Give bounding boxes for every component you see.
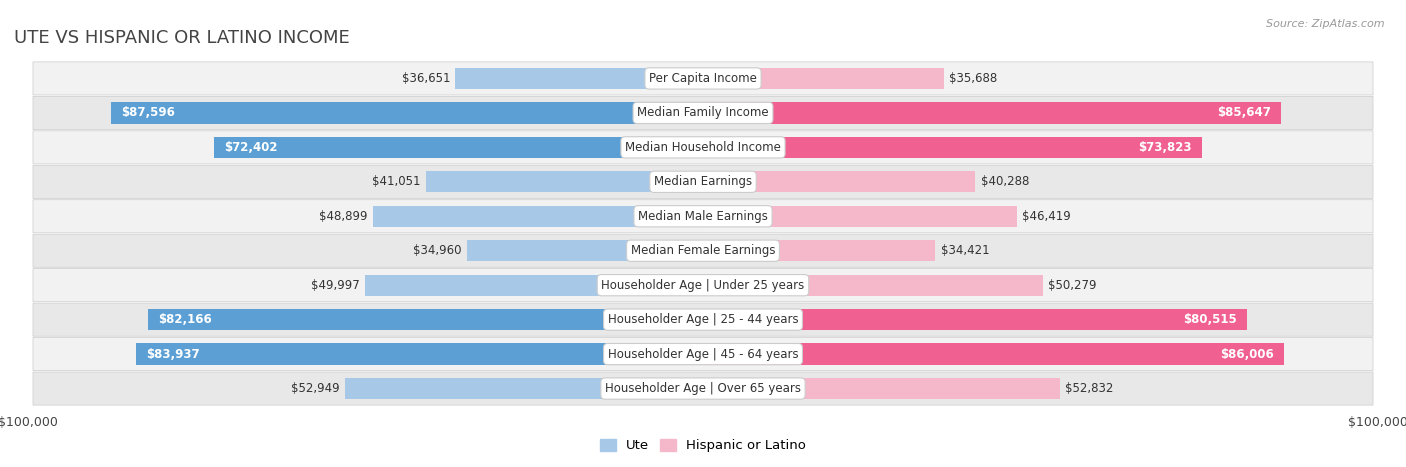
- Bar: [148, 309, 703, 330]
- FancyBboxPatch shape: [32, 234, 1374, 267]
- Bar: [703, 378, 1060, 399]
- Text: Median Female Earnings: Median Female Earnings: [631, 244, 775, 257]
- FancyBboxPatch shape: [32, 269, 1374, 302]
- Bar: [703, 68, 943, 89]
- Text: Householder Age | 25 - 44 years: Householder Age | 25 - 44 years: [607, 313, 799, 326]
- Text: Per Capita Income: Per Capita Income: [650, 72, 756, 85]
- Bar: [467, 240, 703, 262]
- Text: $85,647: $85,647: [1218, 106, 1271, 120]
- Text: $50,279: $50,279: [1047, 279, 1097, 292]
- Bar: [703, 343, 1284, 365]
- Text: $73,823: $73,823: [1137, 141, 1191, 154]
- Text: Householder Age | 45 - 64 years: Householder Age | 45 - 64 years: [607, 347, 799, 361]
- Bar: [703, 309, 1247, 330]
- Bar: [703, 102, 1281, 124]
- Bar: [136, 343, 703, 365]
- Text: $72,402: $72,402: [224, 141, 277, 154]
- FancyBboxPatch shape: [32, 165, 1374, 198]
- FancyBboxPatch shape: [32, 303, 1374, 336]
- Bar: [456, 68, 703, 89]
- Text: Median Family Income: Median Family Income: [637, 106, 769, 120]
- Text: $41,051: $41,051: [371, 175, 420, 188]
- Text: $83,937: $83,937: [146, 347, 200, 361]
- Text: $52,949: $52,949: [291, 382, 340, 395]
- Text: Householder Age | Over 65 years: Householder Age | Over 65 years: [605, 382, 801, 395]
- Text: UTE VS HISPANIC OR LATINO INCOME: UTE VS HISPANIC OR LATINO INCOME: [14, 29, 350, 48]
- Text: $80,515: $80,515: [1182, 313, 1237, 326]
- FancyBboxPatch shape: [32, 62, 1374, 95]
- Bar: [214, 137, 703, 158]
- Text: Median Male Earnings: Median Male Earnings: [638, 210, 768, 223]
- Text: $48,899: $48,899: [319, 210, 367, 223]
- Bar: [703, 205, 1017, 227]
- Text: $36,651: $36,651: [402, 72, 450, 85]
- Text: $87,596: $87,596: [121, 106, 176, 120]
- Bar: [703, 171, 976, 192]
- Text: $46,419: $46,419: [1022, 210, 1071, 223]
- FancyBboxPatch shape: [32, 200, 1374, 233]
- Text: $35,688: $35,688: [949, 72, 998, 85]
- Bar: [111, 102, 703, 124]
- FancyBboxPatch shape: [32, 338, 1374, 371]
- Text: $34,960: $34,960: [413, 244, 461, 257]
- Text: Householder Age | Under 25 years: Householder Age | Under 25 years: [602, 279, 804, 292]
- Text: $34,421: $34,421: [941, 244, 990, 257]
- Legend: Ute, Hispanic or Latino: Ute, Hispanic or Latino: [595, 434, 811, 458]
- Bar: [703, 275, 1043, 296]
- FancyBboxPatch shape: [32, 131, 1374, 164]
- Text: Source: ZipAtlas.com: Source: ZipAtlas.com: [1267, 19, 1385, 28]
- Bar: [346, 378, 703, 399]
- Text: $82,166: $82,166: [157, 313, 212, 326]
- Text: Median Household Income: Median Household Income: [626, 141, 780, 154]
- Text: $86,006: $86,006: [1220, 347, 1274, 361]
- Text: $49,997: $49,997: [311, 279, 360, 292]
- Bar: [703, 240, 935, 262]
- Text: $52,832: $52,832: [1066, 382, 1114, 395]
- FancyBboxPatch shape: [32, 96, 1374, 129]
- FancyBboxPatch shape: [32, 372, 1374, 405]
- Bar: [366, 275, 703, 296]
- Text: $40,288: $40,288: [980, 175, 1029, 188]
- Bar: [373, 205, 703, 227]
- Bar: [426, 171, 703, 192]
- Bar: [703, 137, 1202, 158]
- Text: Median Earnings: Median Earnings: [654, 175, 752, 188]
